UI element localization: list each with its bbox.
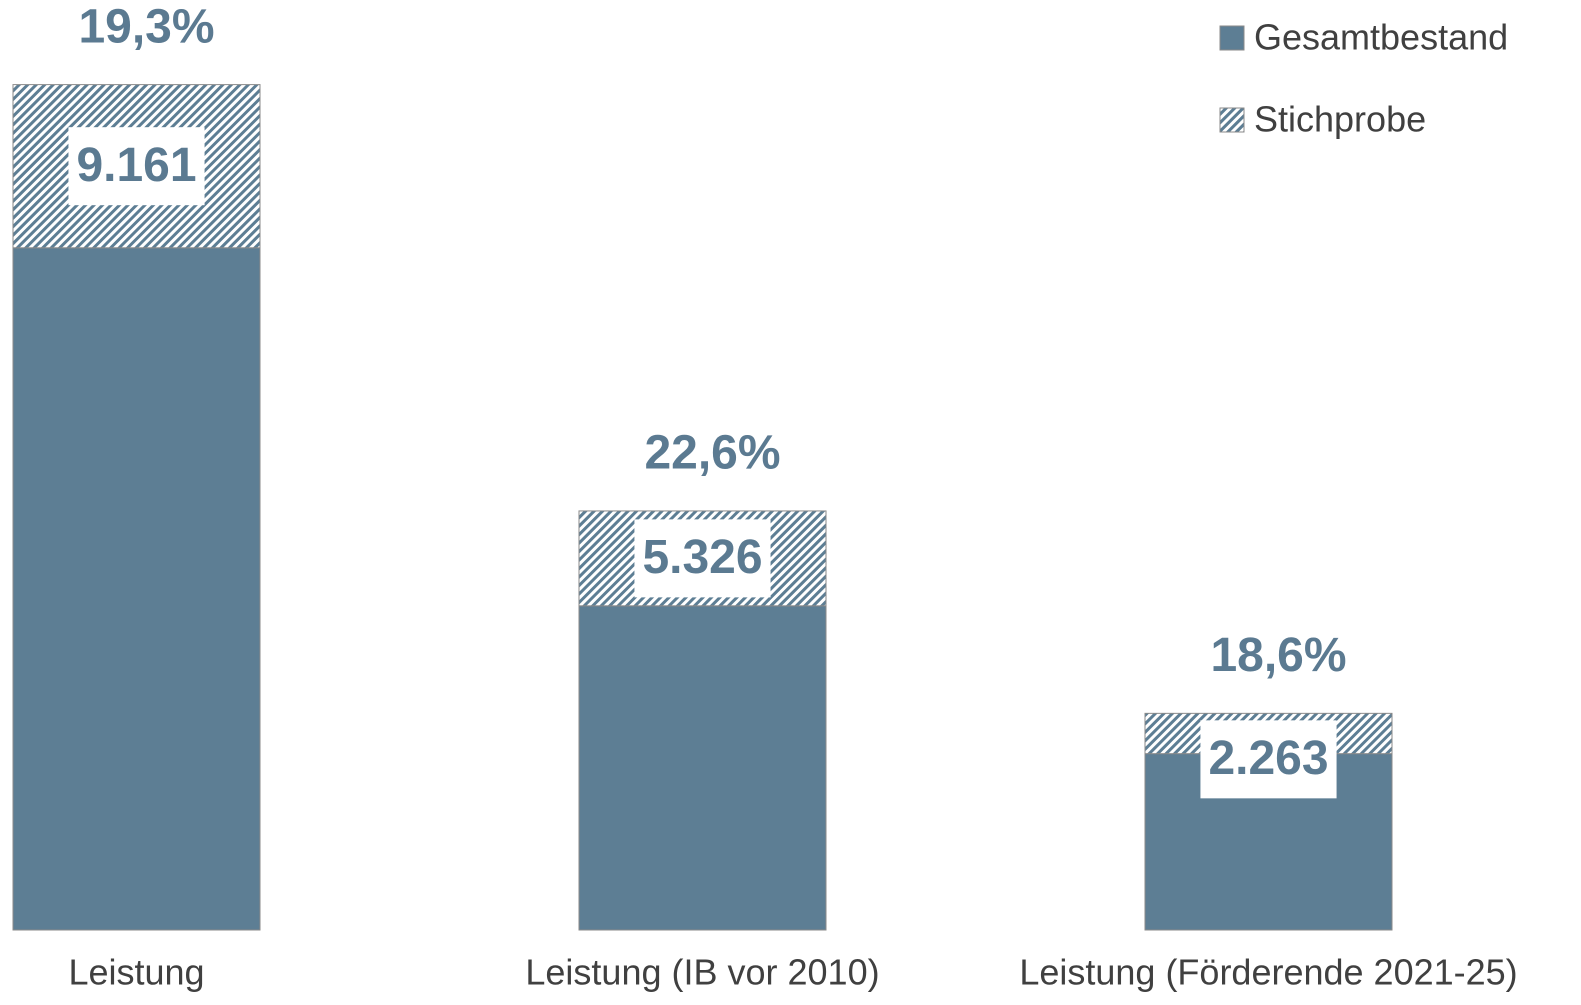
annotation: 19,3% [78, 0, 214, 53]
value-label: 9.161 [76, 139, 196, 192]
legend-swatch [1219, 25, 1245, 51]
annotation: 22,6% [644, 427, 780, 480]
bar-segment [12, 247, 261, 931]
value-label-box [634, 519, 771, 598]
value-label: 5.326 [642, 531, 762, 584]
legend-label: Gesamtbestand [1254, 17, 1508, 58]
value-label-box [68, 127, 205, 206]
annotation: 18,6% [1210, 629, 1346, 682]
legend-swatch [1219, 107, 1245, 133]
bar-segment [578, 605, 827, 931]
x-tick-label: Leistung (IB vor 2010) [525, 952, 879, 993]
x-tick-label: Leistung (Förderende 2021-25) [1019, 952, 1517, 993]
legend-label: Stichprobe [1254, 99, 1426, 140]
value-label-box [1200, 720, 1337, 799]
value-label: 2.263 [1208, 732, 1328, 785]
x-tick-label: Leistung [68, 952, 204, 993]
